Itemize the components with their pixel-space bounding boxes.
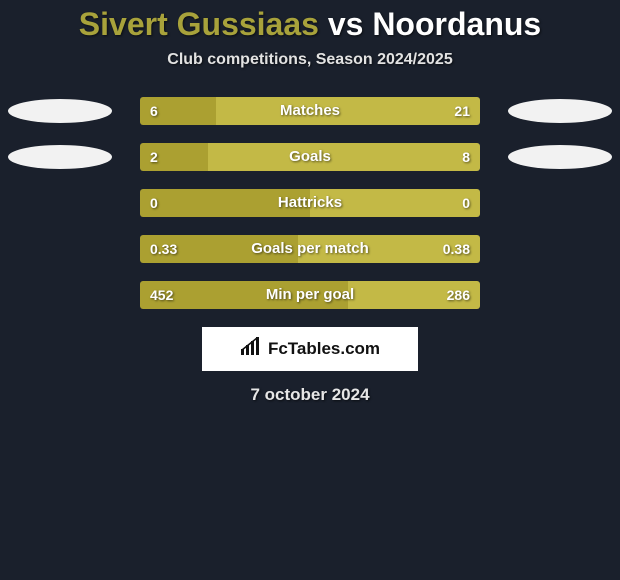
title-vs: vs [328,6,364,42]
brand-box: FcTables.com [202,327,418,371]
stat-bar: 00Hattricks [140,189,480,217]
title-player2: Noordanus [372,6,541,42]
stat-bar-left-fill [140,189,310,217]
stat-rows: 621Matches 28Goals 00Hattricks 0.330.38Goal… [0,97,620,309]
stat-bar: 452286Min per goal [140,281,480,309]
page-title: Sivert Gussiaas vs Noordanus [0,6,620,43]
stat-bar-left-fill [140,281,348,309]
stat-row: 452286Min per goal [0,281,620,309]
brand-text: FcTables.com [268,339,380,359]
bar-chart-icon [240,337,262,362]
team-badge-left [8,145,112,169]
team-badge-left [8,99,112,123]
team-badge-right [508,99,612,123]
stat-bar-right-fill [310,189,480,217]
stat-row: 0.330.38Goals per match [0,235,620,263]
stat-bar-left-fill [140,235,298,263]
stat-bar: 621Matches [140,97,480,125]
stat-row: 28Goals [0,143,620,171]
stat-bar-right-fill [348,281,480,309]
stat-row: 621Matches [0,97,620,125]
stat-bar: 0.330.38Goals per match [140,235,480,263]
stat-bar-left-fill [140,97,216,125]
title-player1: Sivert Gussiaas [79,6,319,42]
stat-bar-right-fill [298,235,480,263]
stat-row: 00Hattricks [0,189,620,217]
stat-bar-left-fill [140,143,208,171]
date: 7 october 2024 [0,385,620,405]
team-badge-right [508,145,612,169]
stat-bar-right-fill [208,143,480,171]
subtitle: Club competitions, Season 2024/2025 [0,51,620,69]
h2h-infographic: Sivert Gussiaas vs Noordanus Club compet… [0,0,620,405]
stat-bar-right-fill [216,97,480,125]
stat-bar: 28Goals [140,143,480,171]
